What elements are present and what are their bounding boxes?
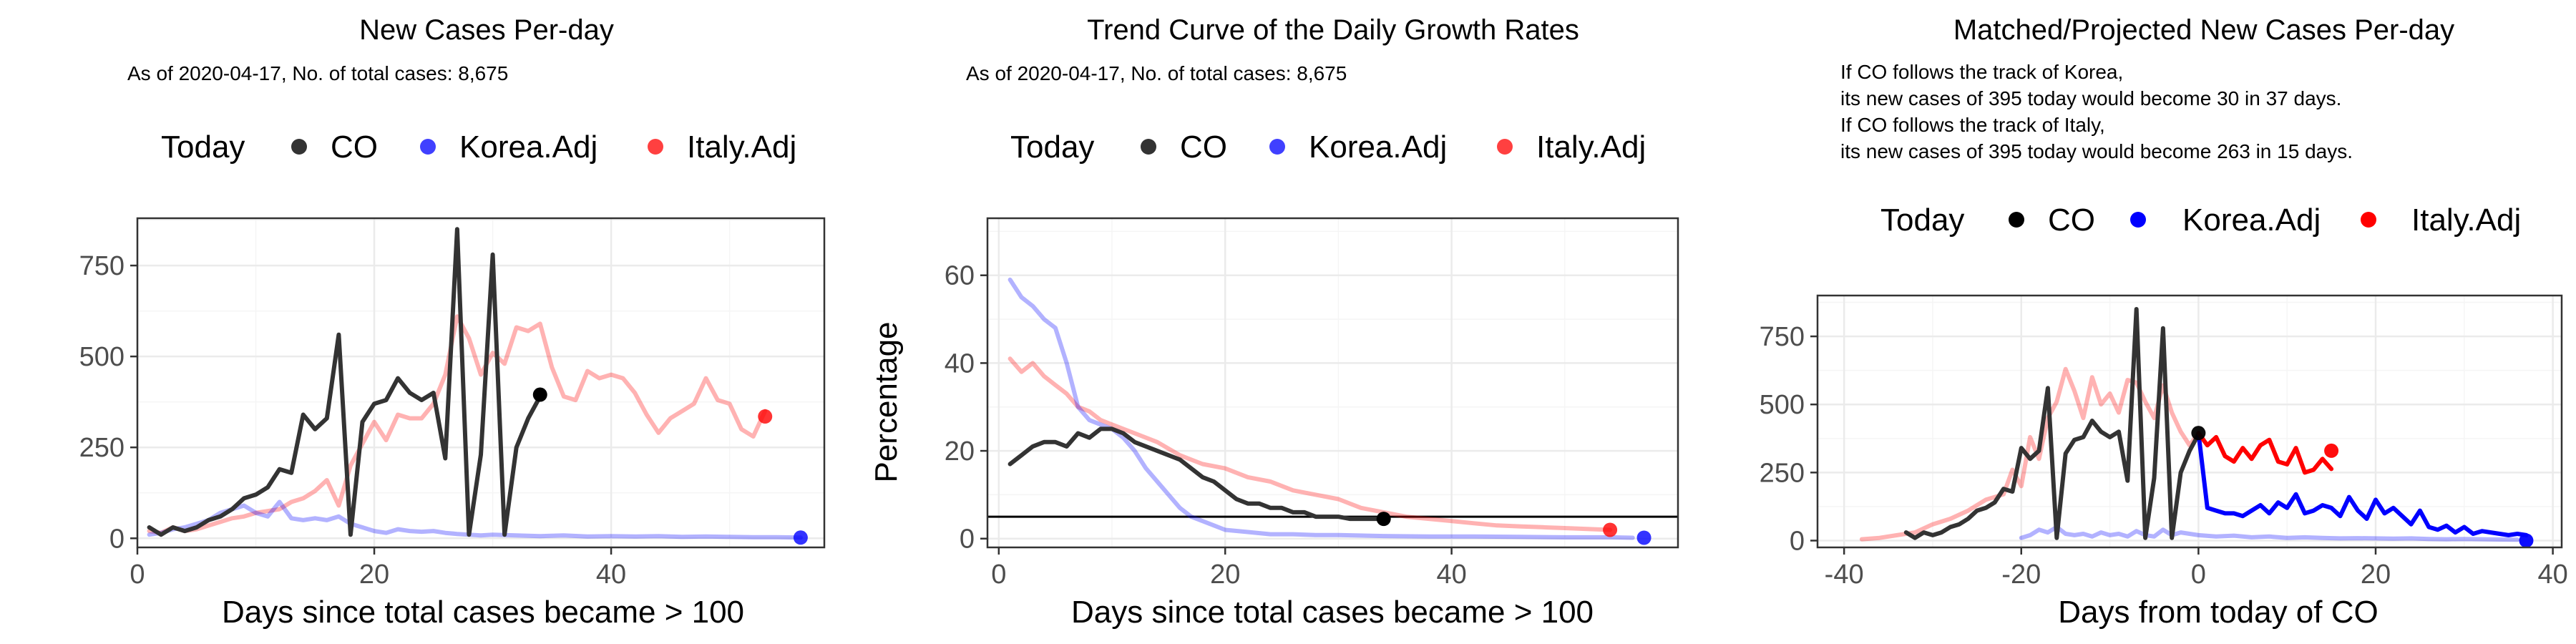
chart2-legend-label-italy: Italy.Adj (1536, 130, 1646, 165)
chart3-legend-label-korea: Korea.Adj (2182, 203, 2321, 238)
panel-daily-growth-rates: Trend Curve of the Daily Growth Rates As… (869, 14, 1679, 630)
panel-new-cases-per-day: New Cases Per-day As of 2020-04-17, No. … (79, 14, 826, 630)
chart2-series-italy-adj (1008, 356, 1613, 532)
chart2-legend-key-korea (1269, 139, 1285, 155)
chart1-legend-title: Today (161, 130, 245, 165)
chart3-annotation-line: its new cases of 395 today would become … (1840, 140, 2353, 162)
chart1-legend-label-co: CO (331, 130, 378, 165)
chart2-x-axis-label: Days since total cases became > 100 (1071, 595, 1594, 630)
chart1-legend-key-italy (648, 139, 663, 155)
chart3-legend-label-co: CO (2048, 203, 2095, 238)
chart1-legend-key-co (291, 139, 307, 155)
chart2-series-korea-adj (1008, 277, 1635, 540)
chart3-legend-key-italy (2361, 212, 2376, 228)
chart1-legend: Today CO Korea.Adj Italy.Adj (161, 130, 796, 165)
chart1-today-point-italy-adj (758, 409, 773, 424)
chart3-legend: Today CO Korea.Adj Italy.Adj (1880, 203, 2521, 238)
chart2-y-tick-label: 20 (945, 436, 975, 467)
chart2-legend-label-korea: Korea.Adj (1309, 130, 1447, 165)
chart2-legend-title: Today (1010, 130, 1094, 165)
chart3-title: Matched/Projected New Cases Per-day (1953, 14, 2454, 46)
chart3-series-italy-adj-past- (1859, 366, 2201, 542)
chart3-y-tick-label: 750 (1760, 322, 1805, 352)
chart2-x-tick-label: 40 (1436, 560, 1466, 590)
chart1-subtitle: As of 2020-04-17, No. of total cases: 8,… (127, 62, 508, 84)
chart1-y-tick-label: 250 (79, 433, 125, 463)
chart1-plot-area: 0 20 40 0 250 500 750 (79, 217, 826, 590)
chart2-legend-key-italy (1497, 139, 1513, 155)
chart3-series-korea-adj-projected- (2196, 431, 2529, 537)
chart2-legend-label-co: CO (1180, 130, 1227, 165)
chart3-legend-key-co (2009, 212, 2024, 228)
chart3-x-tick-label: 40 (2537, 560, 2567, 590)
panel-matched-projected: Matched/Projected New Cases Per-day If C… (1760, 14, 2568, 630)
chart3-legend-label-italy: Italy.Adj (2411, 203, 2521, 238)
chart1-series-italy-adj (147, 314, 768, 535)
chart1-y-tick-label: 750 (79, 251, 125, 281)
chart2-today-point-co (1376, 512, 1391, 527)
chart2-title: Trend Curve of the Daily Growth Rates (1087, 14, 1579, 46)
chart2-panel-border (986, 217, 1679, 549)
chart2-subtitle: As of 2020-04-17, No. of total cases: 8,… (966, 62, 1347, 84)
chart3-today-point-co (2191, 426, 2206, 441)
chart1-legend-label-italy: Italy.Adj (687, 130, 796, 165)
chart3-x-tick-label: 0 (2191, 560, 2206, 590)
chart2-legend-key-co (1141, 139, 1156, 155)
chart1-today-point-co (532, 387, 547, 402)
chart2-y-tick-label: 60 (945, 261, 975, 291)
chart3-annotation-line: If CO follows the track of Italy, (1840, 114, 2105, 136)
chart1-y-tick-label: 0 (109, 524, 125, 554)
chart1-x-axis-label: Days since total cases became > 100 (222, 595, 744, 630)
chart3-panel-border (1816, 294, 2563, 549)
chart1-x-tick-label: 20 (359, 560, 389, 590)
chart3-x-tick-label: -20 (2001, 560, 2041, 590)
chart2-x-tick-label: 0 (991, 560, 1006, 590)
chart3-y-tick-label: 500 (1760, 390, 1805, 420)
chart3-series-italy-adj-projected- (2196, 431, 2334, 475)
chart3-series-co (1903, 307, 2201, 540)
chart1-today-point-korea-adj (793, 530, 808, 545)
chart2-y-tick-label: 40 (945, 348, 975, 379)
chart2-plot-area: 0 20 40 0 20 40 60 (945, 217, 1679, 590)
chart2-today-point-korea-adj (1636, 530, 1652, 545)
chart3-series-korea-adj-past- (2019, 525, 2520, 542)
chart3-x-tick-label: -40 (1825, 560, 1864, 590)
chart1-legend-key-korea (420, 139, 436, 155)
chart1-series-co (147, 227, 542, 537)
chart3-y-tick-label: 0 (1790, 526, 1805, 556)
chart2-y-tick-label: 0 (960, 525, 975, 555)
chart1-y-tick-label: 500 (79, 342, 125, 372)
chart1-panel-border (136, 217, 826, 549)
chart1-x-tick-label: 40 (596, 560, 626, 590)
chart3-annotation-line: its new cases of 395 today would become … (1840, 87, 2341, 109)
chart1-title: New Cases Per-day (359, 14, 614, 46)
chart3-plot-area: -40 -20 0 20 40 0 250 500 750 (1760, 294, 2568, 590)
chart1-legend-label-korea: Korea.Adj (459, 130, 597, 165)
chart3-today-point-italy-adj (2324, 443, 2339, 458)
chart3-x-axis-label: Days from today of CO (2058, 595, 2378, 630)
chart3-y-tick-label: 250 (1760, 458, 1805, 488)
chart1-x-tick-label: 0 (130, 560, 145, 590)
chart3-legend-key-korea (2130, 212, 2146, 228)
chart2-today-point-italy-adj (1603, 522, 1618, 537)
chart2-y-axis-label: Percentage (869, 321, 904, 482)
chart3-annotation: If CO follows the track of Korea, its ne… (1840, 61, 2353, 162)
chart2-x-tick-label: 20 (1210, 560, 1240, 590)
chart2-series-co (1008, 426, 1386, 522)
chart2-legend: Today CO Korea.Adj Italy.Adj (1010, 130, 1646, 165)
chart3-x-tick-label: 20 (2361, 560, 2391, 590)
chart3-legend-title: Today (1880, 203, 1964, 238)
chart3-annotation-line: If CO follows the track of Korea, (1840, 61, 2123, 83)
chart3-today-point-korea-adj (2519, 533, 2534, 548)
